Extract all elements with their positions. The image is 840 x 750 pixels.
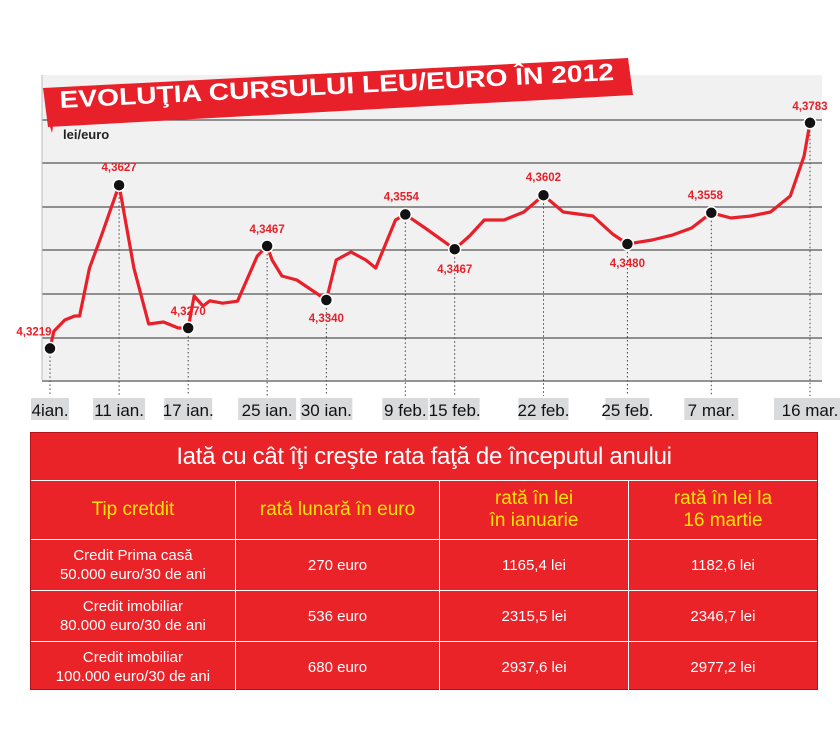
- header-lei-march: rată în lei la 16 martie: [627, 481, 817, 540]
- data-point: [803, 116, 817, 130]
- tick-label-bg: [93, 398, 146, 420]
- tick-label-bg: [238, 398, 297, 420]
- table-row: Credit imobiliar 80.000 euro/30 de ani 53…: [31, 590, 817, 642]
- data-point: [260, 239, 274, 253]
- data-point: [704, 206, 719, 220]
- data-point: [447, 242, 462, 256]
- cell-credit-type: Credit imobiliar 80.000 euro/30 de ani: [31, 590, 236, 642]
- x-tick-label: 17 ian.: [163, 401, 214, 420]
- table-header-row: Tip cretdit rată lunară în euro rată în …: [31, 481, 817, 540]
- tick-label-bg: [382, 398, 429, 420]
- cell-monthly-euro: 680 euro: [234, 641, 441, 693]
- data-point: [398, 207, 413, 222]
- cell-lei-january: 1165,4 lei: [439, 539, 629, 591]
- y-axis-label: lei/euro: [63, 127, 109, 142]
- tick-label-bg: [518, 398, 569, 420]
- cell-credit-type: Credit imobiliar 100.000 euro/30 de ani: [31, 641, 236, 693]
- x-tick-label: 15 feb.: [429, 401, 481, 420]
- table-row: Credit Prima casă 50.000 euro/30 de ani 2…: [31, 539, 817, 591]
- data-label: 4,3340: [309, 313, 344, 325]
- cell-monthly-euro: 536 euro: [234, 590, 441, 642]
- x-tick-label: 16 mar.: [782, 401, 839, 420]
- series-line: [48, 121, 812, 350]
- table-title: Iată cu cât îţi creşte rata faţă de înce…: [31, 433, 817, 481]
- data-label: 4,3467: [437, 264, 472, 276]
- title-banner: [43, 58, 633, 127]
- data-point: [112, 178, 126, 192]
- data-label: 4,3554: [384, 191, 420, 203]
- data-label: 4,3219: [16, 326, 51, 338]
- tick-label-bg: [429, 398, 480, 420]
- cell-lei-march: 2346,7 lei: [627, 590, 817, 642]
- exchange-rate-chart: EVOLUŢIA CURSULUI LEU/EURO ÎN 2012lei/eu…: [16, 58, 840, 420]
- x-tick-label: 25 feb.: [601, 401, 653, 420]
- tick-label-bg: [774, 398, 840, 420]
- tick-label-bg: [31, 398, 69, 420]
- cell-lei-march: 2977,2 lei: [627, 641, 817, 693]
- table-row: Credit imobiliar 100.000 euro/30 de ani 6…: [31, 641, 817, 693]
- tick-label-bg: [164, 398, 213, 420]
- data-label: 4,3467: [250, 224, 285, 236]
- cell-monthly-euro: 270 euro: [234, 539, 441, 591]
- header-monthly-euro: rată lunară în euro: [234, 481, 441, 540]
- banner-tail: [48, 120, 54, 133]
- data-label: 4,3558: [688, 190, 724, 202]
- credit-table-panel: Iată cu cât îţi creşte rata faţă de înce…: [30, 432, 818, 693]
- cell-lei-march: 1182,6 lei: [627, 539, 817, 591]
- x-tick-label: 25 ian.: [242, 401, 293, 420]
- tick-label-bg: [300, 398, 353, 420]
- data-point: [319, 293, 334, 307]
- cell-credit-type: Credit Prima casă 50.000 euro/30 de ani: [31, 539, 236, 591]
- chart-area: EVOLUŢIA CURSULUI LEU/EURO ÎN 2012 lei/eu…: [16, 58, 840, 420]
- data-label: 4,3270: [171, 306, 206, 318]
- header-credit-type: Tip cretdit: [31, 481, 236, 540]
- data-label: 4,3602: [526, 172, 561, 184]
- x-tick-label: 22 feb.: [518, 401, 570, 420]
- data-label: 4,3627: [101, 162, 136, 174]
- data-label: 4,3783: [792, 101, 827, 113]
- data-point: [181, 321, 195, 335]
- data-point: [43, 341, 57, 356]
- cell-lei-january: 2937,6 lei: [439, 641, 629, 693]
- data-point: [620, 237, 635, 251]
- x-tick-label: 11 ian.: [94, 401, 144, 420]
- tick-label-bg: [605, 398, 650, 420]
- credit-table: Tip cretdit rată lunară în euro rată în …: [31, 481, 817, 693]
- cell-lei-january: 2315,5 lei: [439, 590, 629, 642]
- data-label: 4,3480: [610, 258, 645, 270]
- x-tick-label: 7 mar.: [688, 401, 735, 420]
- x-tick-label: 4ian.: [32, 401, 69, 420]
- x-tick-label: 30 ian.: [301, 401, 352, 420]
- data-point: [536, 188, 551, 202]
- header-lei-january: rată în lei în ianuarie: [439, 481, 629, 540]
- tick-label-bg: [684, 398, 739, 420]
- x-tick-label: 9 feb.: [384, 401, 427, 420]
